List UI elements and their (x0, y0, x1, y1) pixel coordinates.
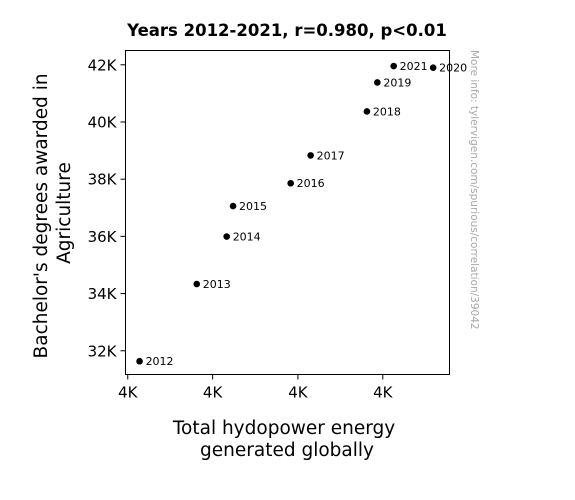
x-tick-label: 4K (203, 384, 224, 402)
x-axis-ticks: 4K 4K 4K 4K (118, 374, 394, 402)
x-axis-label: Total hydopower energy generated globall… (172, 418, 401, 461)
data-point (363, 108, 371, 115)
data-point (307, 152, 314, 159)
y-axis-ticks: 32K 34K 36K 38K 40K 42K (88, 56, 126, 360)
data-point (223, 233, 230, 240)
x-tick-label: 4K (118, 384, 139, 402)
point-label: 2017 (317, 149, 345, 162)
point-label: 2020 (439, 62, 467, 75)
data-point (193, 280, 201, 288)
x-axis-label-line-2: generated globally (200, 440, 374, 461)
point-label: 2018 (373, 105, 401, 118)
watermark-text: More info: tylervigen.com/spurious/corre… (468, 50, 480, 330)
x-tick-label: 4K (288, 384, 309, 402)
data-point (229, 202, 237, 210)
y-tick-label: 34K (88, 285, 118, 303)
x-axis-label-line-1: Total hydopower energy (172, 418, 395, 439)
point-label: 2013 (203, 278, 231, 291)
point-label: 2015 (239, 200, 267, 213)
data-points: 2012 2013 2014 2015 2016 2017 2018 2019 2020 2021 (136, 60, 467, 368)
plot-area (125, 50, 450, 375)
y-tick-label: 38K (88, 171, 118, 189)
chart-title: Years 2012-2021, r=0.980, p<0.01 (126, 21, 447, 40)
data-point (390, 62, 397, 70)
point-label: 2014 (233, 231, 261, 244)
point-label: 2021 (400, 60, 428, 73)
y-tick-label: 36K (88, 228, 118, 246)
data-point (136, 357, 143, 365)
point-label: 2019 (383, 76, 411, 89)
y-axis-label: Bachelor's degrees awarded in Agricultur… (31, 68, 75, 359)
y-axis-label-line-2: Agriculture (54, 162, 75, 264)
y-tick-label: 32K (88, 342, 118, 360)
data-point (429, 64, 437, 72)
data-point (374, 79, 381, 86)
x-tick-label: 4K (373, 384, 394, 402)
y-tick-label: 42K (88, 56, 118, 74)
y-axis-label-line-1: Bachelor's degrees awarded in (31, 73, 52, 358)
data-point (287, 179, 294, 187)
point-label: 2016 (297, 177, 325, 190)
point-label: 2012 (146, 355, 174, 368)
y-tick-label: 40K (88, 113, 118, 131)
